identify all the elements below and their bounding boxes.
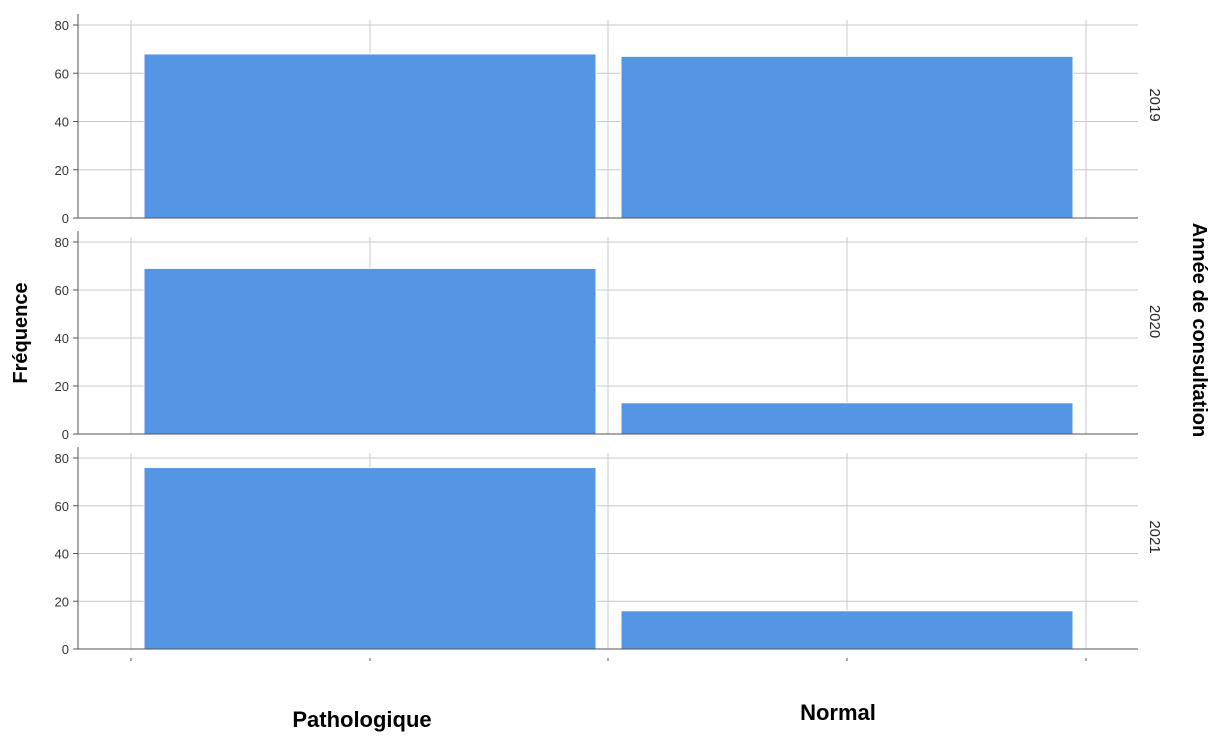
y-tick-label-2020-20: 20: [55, 379, 69, 394]
panel-label-2020: 2020: [1146, 305, 1163, 338]
panel-label-2021: 2021: [1146, 520, 1163, 553]
y-tick-label-2021-0: 0: [62, 642, 69, 657]
bar-2021-1: [620, 610, 1074, 650]
bar-2019-0: [143, 53, 597, 219]
y-axis-label: Fréquence: [10, 282, 32, 383]
bar-2021-0: [143, 467, 597, 650]
y-tick-label-2021-60: 60: [55, 499, 69, 514]
y-tick-label-2020-60: 60: [55, 283, 69, 298]
y-tick-label-2020-0: 0: [62, 427, 69, 442]
category-label-1: Normal: [800, 700, 876, 725]
category-label-0: Pathologique: [292, 707, 431, 732]
panel-axis-label: Année de consultation: [1188, 223, 1210, 437]
y-tick-label-2021-80: 80: [55, 451, 69, 466]
bar-2019-1: [620, 55, 1074, 219]
bar-2020-0: [143, 267, 597, 435]
y-tick-label-2019-80: 80: [55, 18, 69, 33]
y-tick-label-2020-40: 40: [55, 331, 69, 346]
y-tick-label-2020-80: 80: [55, 235, 69, 250]
y-tick-label-2021-20: 20: [55, 594, 69, 609]
y-tick-label-2021-40: 40: [55, 547, 69, 562]
y-tick-label-2019-60: 60: [55, 66, 69, 81]
y-tick-label-2019-0: 0: [62, 211, 69, 226]
bar-2020-1: [620, 402, 1074, 435]
y-tick-label-2019-20: 20: [55, 163, 69, 178]
y-tick-label-2019-40: 40: [55, 115, 69, 130]
panel-label-2019: 2019: [1146, 88, 1163, 121]
